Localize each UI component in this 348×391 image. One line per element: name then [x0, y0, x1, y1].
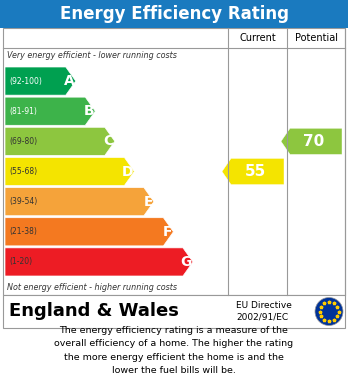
Polygon shape [5, 248, 193, 276]
Text: F: F [163, 225, 172, 239]
Text: B: B [84, 104, 94, 118]
Text: (21-38): (21-38) [9, 227, 37, 236]
Text: The energy efficiency rating is a measure of the
overall efficiency of a home. T: The energy efficiency rating is a measur… [54, 326, 294, 375]
Polygon shape [222, 158, 284, 185]
Text: 70: 70 [303, 134, 325, 149]
Text: 55: 55 [245, 164, 266, 179]
Text: E: E [143, 195, 153, 209]
Text: Current: Current [239, 33, 276, 43]
Bar [3, 295, 345, 328]
Polygon shape [5, 158, 134, 186]
Polygon shape [5, 97, 95, 125]
Text: C: C [104, 135, 114, 148]
Text: Very energy efficient - lower running costs: Very energy efficient - lower running co… [7, 52, 177, 61]
Text: (92-100): (92-100) [9, 77, 42, 86]
Polygon shape [5, 218, 173, 246]
Bar [3, 28, 345, 295]
Text: D: D [122, 165, 133, 179]
Text: Potential: Potential [294, 33, 338, 43]
Text: (55-68): (55-68) [9, 167, 37, 176]
Text: EU Directive
2002/91/EC: EU Directive 2002/91/EC [236, 301, 292, 322]
Text: Energy Efficiency Rating: Energy Efficiency Rating [60, 5, 288, 23]
Polygon shape [5, 188, 154, 216]
Text: (69-80): (69-80) [9, 137, 37, 146]
Text: G: G [181, 255, 192, 269]
Text: (39-54): (39-54) [9, 197, 37, 206]
Bar [0, 0, 348, 28]
Polygon shape [281, 128, 342, 154]
Polygon shape [5, 127, 115, 156]
Polygon shape [5, 67, 76, 95]
Text: (1-20): (1-20) [9, 257, 32, 266]
Text: Not energy efficient - higher running costs: Not energy efficient - higher running co… [7, 283, 177, 292]
Text: England & Wales: England & Wales [9, 303, 179, 321]
Circle shape [315, 298, 343, 325]
Text: (81-91): (81-91) [9, 107, 37, 116]
Text: A: A [64, 74, 75, 88]
